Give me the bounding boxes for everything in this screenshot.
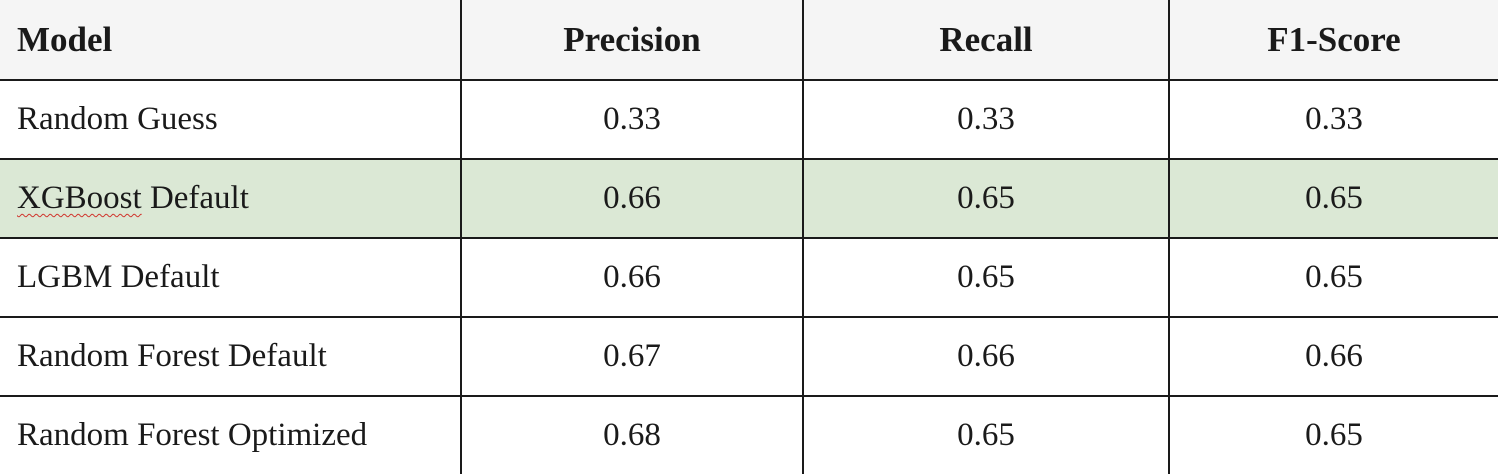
cell-recall: 0.66 (802, 316, 1170, 397)
cell-precision: 0.66 (460, 158, 804, 239)
cell-recall: 0.65 (802, 395, 1170, 474)
cell-recall: 0.65 (802, 237, 1170, 318)
table-row: Random Forest Default 0.67 0.66 0.66 (0, 316, 1498, 397)
cell-f1-score: 0.66 (1168, 316, 1498, 397)
cell-recall: 0.33 (802, 79, 1170, 160)
header-f1-score: F1-Score (1168, 0, 1498, 81)
cell-model-suffix: Default (141, 180, 249, 216)
table-row-highlighted: XGBoost Default 0.66 0.65 0.65 (0, 158, 1498, 239)
header-recall: Recall (802, 0, 1170, 81)
cell-recall: 0.65 (802, 158, 1170, 239)
table-row: LGBM Default 0.66 0.65 0.65 (0, 237, 1498, 318)
header-precision: Precision (460, 0, 804, 81)
table-header-row: Model Precision Recall F1-Score (0, 0, 1498, 81)
cell-model: Random Guess (0, 79, 462, 160)
cell-model: Random Forest Default (0, 316, 462, 397)
cell-f1-score: 0.65 (1168, 395, 1498, 474)
table-row: Random Guess 0.33 0.33 0.33 (0, 79, 1498, 160)
cell-model: Random Forest Optimized (0, 395, 462, 474)
cell-model: XGBoost Default (0, 158, 462, 239)
cell-precision: 0.66 (460, 237, 804, 318)
cell-f1-score: 0.33 (1168, 79, 1498, 160)
table-row: Random Forest Optimized 0.68 0.65 0.65 (0, 395, 1498, 474)
header-model: Model (0, 0, 462, 81)
cell-precision: 0.68 (460, 395, 804, 474)
cell-precision: 0.67 (460, 316, 804, 397)
cell-f1-score: 0.65 (1168, 158, 1498, 239)
cell-f1-score: 0.65 (1168, 237, 1498, 318)
spellcheck-flagged-word[interactable]: XGBoost (17, 180, 142, 216)
cell-precision: 0.33 (460, 79, 804, 160)
cell-model: LGBM Default (0, 237, 462, 318)
